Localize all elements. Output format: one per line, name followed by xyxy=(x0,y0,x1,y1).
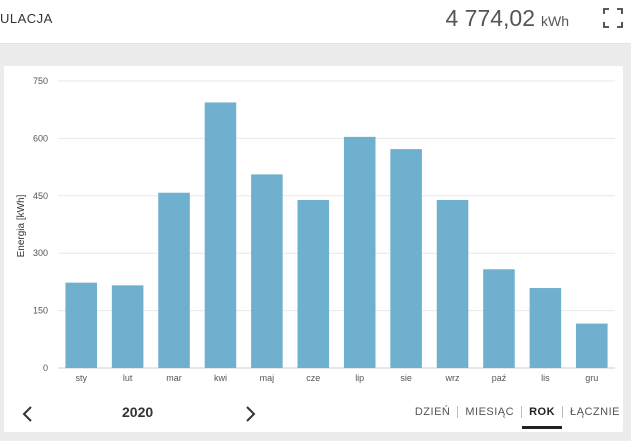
x-tick-label: lut xyxy=(123,373,133,383)
bar-lip[interactable] xyxy=(343,136,376,368)
bar-sty[interactable] xyxy=(65,282,97,368)
fullscreen-icon[interactable] xyxy=(603,8,623,28)
bar-cze[interactable] xyxy=(297,200,330,368)
y-tick-label: 600 xyxy=(33,133,48,143)
tab-divider xyxy=(562,406,564,418)
x-tick-label: sty xyxy=(75,373,87,383)
bar-maj[interactable] xyxy=(251,174,283,368)
period-tabs: DZIEŃ MIESIĄC ROK ŁĄCZNIE xyxy=(408,406,627,429)
x-tick-label: cze xyxy=(306,373,320,383)
total-energy: 4 774,02 kWh xyxy=(445,5,569,32)
x-tick-label: sie xyxy=(400,373,412,383)
x-tick-label: gru xyxy=(585,373,598,383)
y-tick-label: 750 xyxy=(33,76,48,86)
y-tick-label: 0 xyxy=(43,363,48,373)
bar-paź[interactable] xyxy=(483,269,515,368)
selected-year: 2020 xyxy=(122,404,154,420)
bar-lut[interactable] xyxy=(111,285,144,368)
bar-mar[interactable] xyxy=(158,192,190,368)
bar-gru[interactable] xyxy=(576,323,608,368)
previous-year-button[interactable] xyxy=(18,403,38,425)
tab-divider xyxy=(457,406,459,418)
x-tick-label: wrz xyxy=(445,373,460,383)
tab-total[interactable]: ŁĄCZNIE xyxy=(570,406,620,418)
header-bar: ULACJA 4 774,02 kWh xyxy=(0,0,631,44)
x-tick-label: kwi xyxy=(214,373,227,383)
tab-divider xyxy=(521,406,523,418)
page-title: ULACJA xyxy=(0,11,53,26)
bar-sie[interactable] xyxy=(390,149,422,368)
tab-year[interactable]: ROK xyxy=(522,406,562,429)
chevron-left-icon xyxy=(22,406,32,422)
y-tick-label: 450 xyxy=(33,191,48,201)
y-tick-label: 300 xyxy=(33,248,48,258)
bar-lis[interactable] xyxy=(529,288,562,368)
energy-bar-chart: 0 150 300 450 600 750 sty lut mar kwi maj cze lip si… xyxy=(16,76,615,383)
x-tick-label: mar xyxy=(166,373,182,383)
chevron-right-icon xyxy=(246,406,256,422)
total-energy-unit: kWh xyxy=(541,13,569,29)
bar-wrz[interactable] xyxy=(436,200,469,368)
y-tick-label: 150 xyxy=(33,306,48,316)
x-tick-label: maj xyxy=(260,373,275,383)
bar-kwi[interactable] xyxy=(204,102,237,369)
footer-bar: 2020 DZIEŃ MIESIĄC ROK ŁĄCZNIE xyxy=(0,393,631,441)
x-tick-label: paź xyxy=(492,373,507,383)
next-year-button[interactable] xyxy=(240,403,260,425)
x-tick-label: lis xyxy=(541,373,550,383)
total-energy-value: 4 774,02 xyxy=(445,5,535,31)
chart-card: 0 150 300 450 600 750 sty lut mar kwi maj cze lip si… xyxy=(4,66,623,432)
tab-month[interactable]: MIESIĄC xyxy=(465,406,515,418)
x-tick-label: lip xyxy=(355,373,364,383)
y-axis-label: Energia [kWh] xyxy=(16,194,27,257)
tab-day[interactable]: DZIEŃ xyxy=(414,406,451,418)
